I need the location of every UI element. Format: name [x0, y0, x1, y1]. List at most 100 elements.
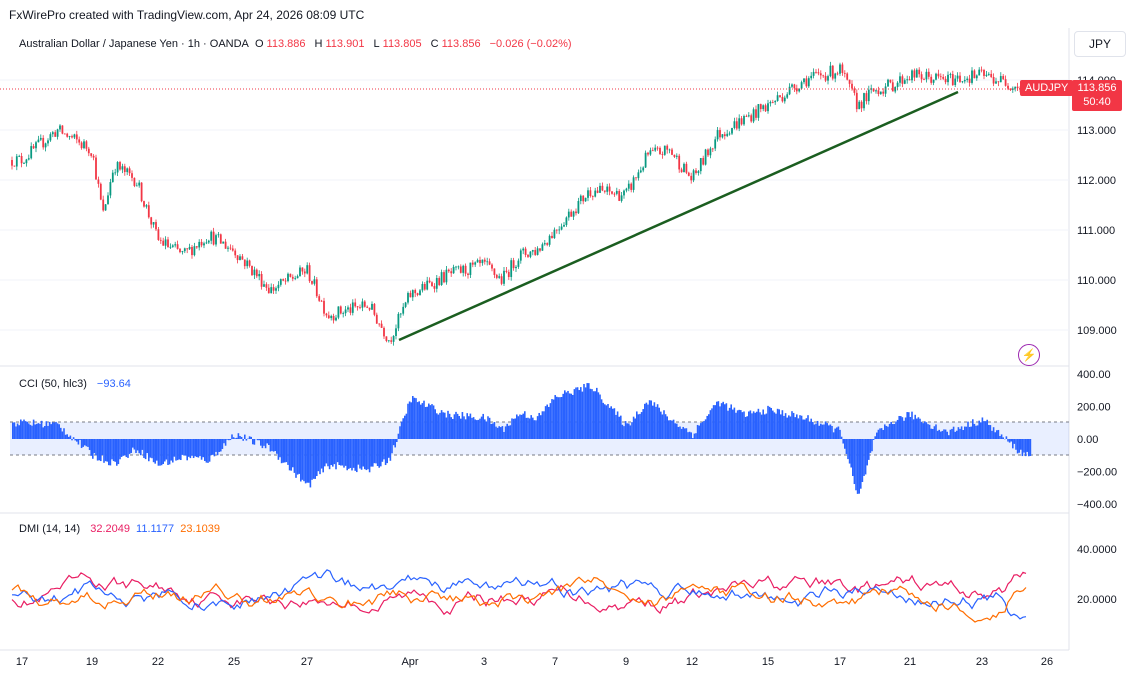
candle-body: [188, 246, 191, 250]
candle-body: [176, 244, 179, 249]
cci-bar: [943, 429, 945, 439]
candle-body: [303, 271, 306, 274]
cci-bar: [112, 439, 115, 462]
ticker-label[interactable]: AUDJPY: [1020, 80, 1074, 96]
trend-line[interactable]: [398, 90, 959, 342]
cci-bar: [55, 421, 57, 439]
time-tick-label: 27: [301, 656, 313, 668]
cci-bar: [644, 403, 646, 439]
high-value: H 113.901: [314, 38, 365, 50]
cci-bar: [375, 439, 377, 464]
candle-body: [404, 302, 407, 307]
candle-body: [445, 269, 448, 283]
cci-bar: [826, 423, 828, 439]
candle-body: [66, 133, 69, 137]
cci-bar: [228, 439, 230, 441]
symbol-title[interactable]: Australian Dollar / Japanese Yen · 1h · …: [19, 38, 249, 50]
cci-bar: [714, 405, 716, 439]
candle-body: [666, 145, 669, 150]
candle-body: [918, 69, 921, 75]
candle-body: [805, 78, 808, 87]
cci-bar: [237, 433, 240, 439]
candle-body: [992, 76, 995, 84]
cci-bar: [637, 414, 640, 439]
candle-body: [786, 94, 789, 98]
price-legend[interactable]: Australian Dollar / Japanese Yen · 1h · …: [19, 38, 575, 50]
candle-body: [330, 315, 333, 319]
cci-bar: [447, 410, 449, 439]
candle-body: [207, 240, 210, 243]
candle-body: [752, 109, 755, 122]
candle-body: [85, 141, 88, 149]
cci-bar: [818, 425, 820, 439]
cci-bar: [261, 439, 264, 449]
cci-bar: [285, 439, 288, 463]
candle-body: [779, 95, 781, 97]
cci-bar: [244, 434, 246, 439]
cci-bar: [677, 426, 680, 439]
candle-body: [865, 93, 868, 102]
cci-bar: [895, 421, 897, 439]
candle-body: [37, 139, 40, 143]
cci-tick-label: −400.00: [1077, 499, 1117, 511]
candle-body: [438, 278, 441, 285]
candle-body: [800, 82, 803, 89]
candle-body: [224, 241, 227, 249]
candle-body: [541, 244, 544, 251]
candle-body: [846, 73, 849, 80]
cci-bar: [858, 439, 860, 494]
candle-body: [402, 306, 405, 314]
candle-body: [279, 279, 282, 285]
candle-body: [90, 153, 93, 156]
cci-bar: [800, 415, 803, 439]
candle-body: [349, 307, 352, 313]
cci-bar: [296, 439, 299, 475]
cci-bar: [314, 439, 316, 479]
cci-bar: [164, 439, 166, 462]
cci-bar: [704, 419, 707, 439]
candle-body: [572, 211, 575, 217]
dmi-legend[interactable]: DMI (14, 14) 32.2049 11.1177 23.1039: [19, 523, 223, 535]
cci-bar: [312, 439, 315, 479]
candle-body: [543, 243, 546, 245]
candle-body: [839, 64, 841, 74]
cci-bar: [805, 418, 808, 439]
candle-body: [615, 191, 618, 194]
candle-body: [836, 73, 839, 75]
candle-body: [277, 284, 280, 289]
cci-bar: [316, 439, 318, 477]
cci-bar: [96, 439, 99, 461]
cci-bar: [773, 412, 776, 439]
candle-body: [284, 280, 287, 282]
cci-bar: [199, 439, 201, 457]
cci-bar: [87, 439, 89, 447]
candle-body: [601, 185, 604, 191]
cci-bar: [437, 414, 440, 439]
price-tick-label: 111.000: [1077, 225, 1115, 237]
cci-bar: [157, 439, 160, 466]
cci-bar: [324, 439, 326, 467]
cci-bar: [861, 439, 864, 483]
cci-bar: [197, 439, 200, 458]
candle-body: [920, 74, 923, 80]
lightning-icon[interactable]: ⚡: [1018, 344, 1040, 366]
candle-body: [690, 175, 693, 181]
cci-bar: [799, 415, 801, 439]
cci-bar: [797, 418, 800, 439]
cci-bar: [900, 416, 902, 439]
cci-bar: [564, 390, 566, 439]
cci-bar: [517, 416, 520, 439]
cci-bar: [535, 420, 537, 439]
countdown-text: 50:40: [1083, 96, 1111, 108]
dmi-tick-label: 40.0000: [1077, 544, 1117, 556]
cci-bar: [332, 439, 334, 467]
candle-body: [313, 279, 316, 284]
candle-body: [887, 79, 889, 87]
cci-legend[interactable]: CCI (50, hlc3) −93.64: [19, 378, 134, 390]
candle-body: [558, 229, 561, 231]
candle-body: [479, 259, 481, 264]
currency-button[interactable]: JPY: [1074, 31, 1126, 57]
cci-bar: [999, 436, 1001, 439]
candle-body: [135, 185, 138, 187]
